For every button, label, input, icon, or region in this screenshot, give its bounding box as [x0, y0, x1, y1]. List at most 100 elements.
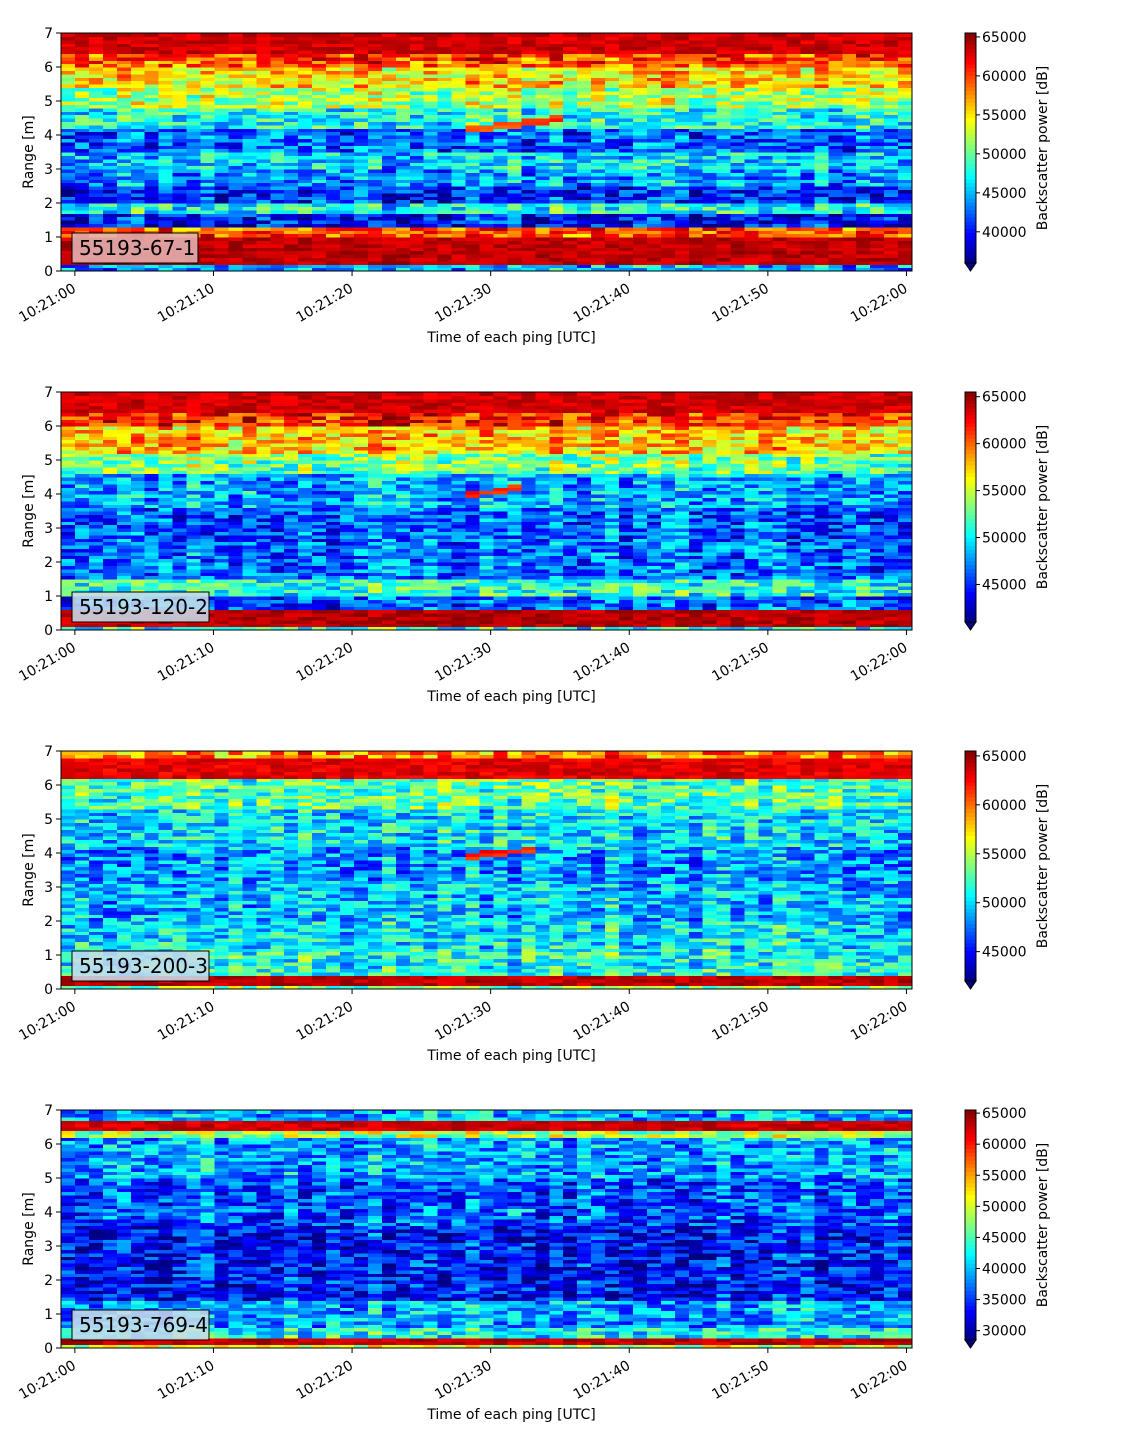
heatmap-cell	[116, 148, 132, 153]
colorbar-segment	[965, 67, 976, 72]
heatmap-cell	[409, 135, 425, 139]
heatmap-cell	[451, 182, 467, 187]
heatmap-cell	[646, 80, 662, 85]
heatmap-cell	[367, 206, 383, 211]
heatmap-cell	[814, 264, 829, 269]
heatmap-cell	[744, 80, 760, 85]
heatmap-cell	[381, 111, 397, 116]
heatmap-cell	[423, 121, 439, 126]
heatmap-cell	[437, 186, 453, 190]
heatmap-cell	[228, 33, 243, 37]
heatmap-cell	[172, 135, 188, 139]
heatmap-cell	[856, 141, 871, 146]
colorbar-tick-label: 65000	[982, 30, 1027, 46]
heatmap-cell	[298, 220, 313, 224]
heatmap-cell	[381, 240, 397, 245]
heatmap-cell	[270, 199, 285, 204]
heatmap-cell	[563, 118, 578, 122]
heatmap-cell	[200, 118, 216, 122]
heatmap-cell	[521, 264, 536, 269]
heatmap-cell	[786, 87, 801, 92]
heatmap-cell	[772, 220, 788, 224]
heatmap-cell	[674, 199, 690, 204]
heatmap-cell	[88, 135, 104, 139]
heatmap-cell	[786, 260, 801, 265]
heatmap-cell	[898, 196, 913, 201]
heatmap-cell	[116, 220, 132, 224]
heatmap-cell	[353, 87, 369, 92]
heatmap-cell	[591, 243, 606, 248]
heatmap-cell	[242, 141, 257, 146]
heatmap-cell	[563, 124, 578, 129]
heatmap-cell	[549, 158, 564, 163]
heatmap-cell	[130, 203, 146, 207]
heatmap-cell	[549, 94, 564, 99]
heatmap-cell	[158, 111, 174, 116]
heatmap-cell	[870, 107, 885, 112]
heatmap-cell	[507, 94, 522, 99]
heatmap-cell	[563, 247, 578, 252]
heatmap-cell	[884, 33, 899, 37]
heatmap-cell	[242, 172, 257, 177]
heatmap-cell	[660, 165, 676, 170]
colorbar-segment	[965, 201, 976, 207]
heatmap-cell	[702, 220, 718, 224]
heatmap-cell	[632, 169, 648, 173]
heatmap-cell	[228, 226, 243, 231]
heatmap-cell	[158, 107, 174, 112]
heatmap-cell	[884, 131, 899, 136]
heatmap-cell	[284, 264, 299, 269]
heatmap-cell	[381, 94, 397, 99]
heatmap-cell	[326, 230, 341, 235]
heatmap-cell	[395, 101, 411, 105]
heatmap-cell	[228, 237, 243, 241]
heatmap-cell	[591, 179, 606, 184]
heatmap-cell	[730, 152, 746, 156]
heatmap-cell	[270, 254, 285, 258]
heatmap-cell	[228, 135, 243, 139]
heatmap-cell	[605, 158, 620, 163]
heatmap-cell	[702, 80, 718, 85]
heatmap-cell	[395, 121, 411, 126]
heatmap-cell	[381, 243, 397, 248]
heatmap-cell	[381, 107, 397, 112]
heatmap-cell	[353, 94, 369, 99]
x-axis-label: Time of each ping [UTC]	[426, 330, 596, 346]
heatmap-cell	[856, 233, 871, 238]
heatmap-cell	[758, 155, 774, 160]
heatmap-cell	[367, 33, 383, 37]
heatmap-cell	[730, 199, 746, 204]
heatmap-cell	[381, 87, 397, 92]
heatmap-cell	[646, 121, 662, 126]
heatmap-cell	[898, 145, 913, 150]
heatmap-cell	[451, 213, 467, 218]
heatmap-cell	[340, 104, 355, 109]
heatmap-cell	[856, 223, 871, 228]
heatmap-cell	[744, 216, 760, 221]
heatmap-cell	[395, 189, 411, 194]
heatmap-cell	[688, 189, 704, 194]
heatmap-cell	[828, 233, 843, 238]
heatmap-cell	[395, 131, 411, 136]
heatmap-cell	[549, 237, 564, 241]
heatmap-cell	[744, 233, 760, 238]
heatmap-cell	[660, 169, 676, 173]
heatmap-cell	[186, 175, 202, 180]
heatmap-cell	[270, 114, 285, 119]
heatmap-cell	[605, 152, 620, 156]
heatmap-cell	[451, 226, 467, 231]
heatmap-cell	[605, 175, 620, 180]
heatmap-cell	[144, 111, 160, 116]
heatmap-cell	[884, 186, 899, 190]
heatmap-cell	[632, 182, 648, 187]
heatmap-cell	[326, 264, 341, 269]
heatmap-cell	[535, 80, 550, 85]
heatmap-cell	[367, 87, 383, 92]
heatmap-cell	[591, 131, 606, 136]
heatmap-cell	[102, 226, 118, 231]
heatmap-cell	[730, 87, 746, 92]
heatmap-cell	[353, 237, 369, 241]
heatmap-cell	[409, 220, 425, 224]
heatmap-cell	[786, 243, 801, 248]
heatmap-cell	[493, 131, 509, 136]
